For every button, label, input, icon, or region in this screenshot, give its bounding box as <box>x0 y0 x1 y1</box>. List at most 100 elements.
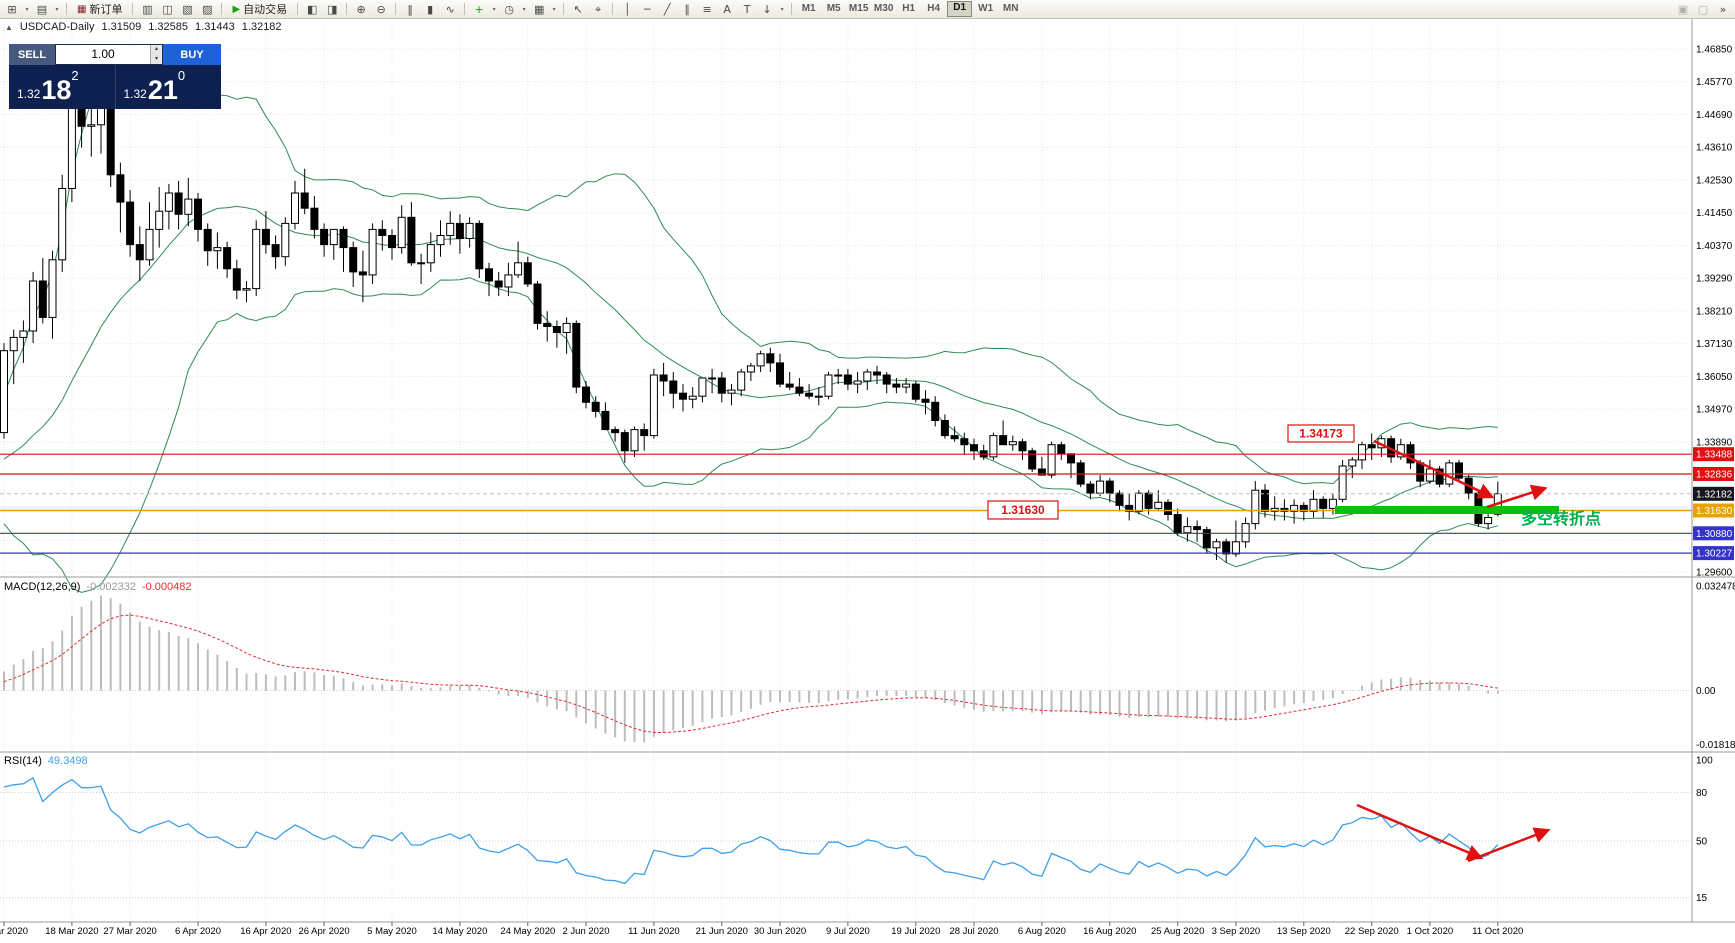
candle <box>1231 541 1240 555</box>
rsi-trend-arrow-down[interactable] <box>1356 803 1484 861</box>
candle <box>1173 514 1182 534</box>
sell-button[interactable]: SELL <box>9 44 55 65</box>
chart-print-icon[interactable]: ▣ <box>1677 2 1689 16</box>
volume-value[interactable]: 1.00 <box>91 47 115 61</box>
candle <box>9 336 18 352</box>
svg-text:1.45770: 1.45770 <box>1696 77 1733 88</box>
timeframe-M15[interactable]: M15 <box>848 3 869 14</box>
trendline-icon[interactable]: ╱ <box>663 2 671 16</box>
sell-price-display[interactable]: 1.32 18 2 <box>9 65 115 109</box>
zoom-in-icon[interactable]: ⊕ <box>356 2 366 16</box>
cascade-windows-icon[interactable]: ◨ <box>326 2 338 16</box>
bar-chart-icon[interactable]: ‖ <box>407 2 413 16</box>
indicators-caret[interactable]: ▾ <box>492 6 496 13</box>
date-label: 13 Sep 2020 <box>1277 926 1331 937</box>
zoom-out-icon[interactable]: ⊖ <box>376 2 386 16</box>
buy-button[interactable]: BUY <box>163 44 221 65</box>
volume-field[interactable]: 1.00 ▴ ▾ <box>55 44 163 65</box>
turning-point-note[interactable]: 多空转折点 <box>1521 509 1601 528</box>
timeframe-M1[interactable]: M1 <box>801 3 816 14</box>
market-watch-icon[interactable]: ▥ <box>142 2 153 16</box>
candle <box>649 374 658 437</box>
candle <box>911 383 920 400</box>
candle <box>543 322 552 327</box>
rsi-bounce-arrow-up[interactable] <box>1467 827 1551 863</box>
ohlc-low: 1.31443 <box>195 21 235 33</box>
templates-icon[interactable]: ▦ <box>533 2 545 16</box>
autotrade-button[interactable]: ▶ 自动交易 <box>227 1 292 17</box>
candle <box>882 374 891 385</box>
one-click-collapse-icon[interactable]: ▲ <box>5 22 13 32</box>
text-label-icon[interactable]: T <box>743 2 751 16</box>
tile-windows-icon[interactable]: ◧ <box>306 2 318 16</box>
candle <box>989 435 998 458</box>
timeframe-H1[interactable]: H1 <box>902 3 916 14</box>
support-price-label[interactable]: 1.31630 <box>987 500 1059 520</box>
navigator-icon[interactable]: ▧ <box>182 2 193 16</box>
indicators-icon[interactable]: + <box>474 2 484 16</box>
horizontal-line-icon[interactable]: ─ <box>643 2 651 16</box>
price-trend-arrow-down[interactable] <box>1373 439 1495 499</box>
timeframe-MN[interactable]: MN <box>1002 3 1019 14</box>
equidistant-channel-icon[interactable]: ∥ <box>684 2 690 16</box>
candle <box>1338 465 1347 500</box>
new-chart-icon[interactable]: ⊞ <box>7 2 17 16</box>
svg-text:1.40370: 1.40370 <box>1696 241 1733 252</box>
sell-price-prefix: 1.32 <box>17 87 41 101</box>
candle <box>640 429 649 437</box>
templates-caret[interactable]: ▾ <box>552 6 556 13</box>
profiles-caret[interactable]: ▾ <box>55 6 59 13</box>
buy-price-display[interactable]: 1.32 21 0 <box>114 65 222 109</box>
candle <box>630 429 639 452</box>
candle <box>669 380 678 394</box>
arrows-tool-caret[interactable]: ▾ <box>780 6 784 13</box>
vertical-line-icon[interactable]: │ <box>623 2 631 16</box>
candle <box>863 371 872 382</box>
rsi-axis-label: 15 <box>1696 893 1708 904</box>
chart-preview-icon[interactable]: ▢ <box>1697 2 1709 16</box>
candle <box>950 435 959 440</box>
peak-price-label[interactable]: 1.34173 <box>1287 424 1355 443</box>
timeframe-W1[interactable]: W1 <box>978 3 994 14</box>
svg-text:1.32836: 1.32836 <box>1696 470 1733 481</box>
candle <box>601 410 610 431</box>
terminal-icon[interactable]: ▨ <box>202 2 213 16</box>
periods-icon[interactable]: ◷ <box>504 2 514 16</box>
price-bounce-arrow-up[interactable] <box>1486 484 1548 509</box>
timeframe-M5[interactable]: M5 <box>826 3 841 14</box>
candle <box>475 222 484 270</box>
arrows-tool-icon[interactable]: ↓ <box>762 2 772 16</box>
candle <box>824 374 833 397</box>
rsi-axis-label: 80 <box>1696 788 1708 799</box>
candle <box>455 222 464 239</box>
data-window-icon[interactable]: ◫ <box>162 2 173 16</box>
candle <box>1057 444 1066 455</box>
crosshair-icon[interactable]: ⌖ <box>595 2 602 16</box>
fibonacci-icon[interactable]: ≡ <box>702 2 712 16</box>
timeframe-H4[interactable]: H4 <box>927 3 941 14</box>
new-chart-caret[interactable]: ▾ <box>25 6 29 13</box>
text-icon[interactable]: A <box>723 2 731 16</box>
candle <box>727 389 736 394</box>
candle <box>446 222 455 236</box>
new-order-button[interactable]: ▦ 新订单 <box>72 1 127 17</box>
date-label: 9 Mar 2020 <box>0 926 28 937</box>
candle <box>620 432 629 452</box>
candlestick-chart-icon[interactable]: ▮ <box>427 2 434 16</box>
periods-caret[interactable]: ▾ <box>522 6 526 13</box>
timeframe-M30[interactable]: M30 <box>873 3 894 14</box>
toolbar: ⊞ ▾ ▤ ▾ ▦ 新订单 ▥ ◫ ▧ ▨ ▶ 自动交易 ◧ ◨ ⊕ ⊖ ‖ ▮ ∿ + ▾ ◷ ▾ ▦ ▾ ↖ ⌖ │ ─ ╱ ∥ ≡ A T ↓… <box>0 0 1735 19</box>
cursor-icon[interactable]: ↖ <box>573 2 583 16</box>
line-chart-icon[interactable]: ∿ <box>445 2 455 16</box>
toolbar-separator <box>791 3 793 15</box>
candle <box>1028 450 1037 470</box>
candle <box>300 192 309 209</box>
volume-decrease-icon[interactable]: ▾ <box>150 54 162 64</box>
volume-increase-icon[interactable]: ▴ <box>150 45 162 55</box>
candle <box>378 228 387 236</box>
profiles-icon[interactable]: ▤ <box>36 2 48 16</box>
support-zone-bar[interactable] <box>1335 506 1559 514</box>
toolbar-overflow-icon[interactable]: » <box>1719 2 1727 16</box>
timeframe-D1[interactable]: D1 <box>947 1 973 17</box>
